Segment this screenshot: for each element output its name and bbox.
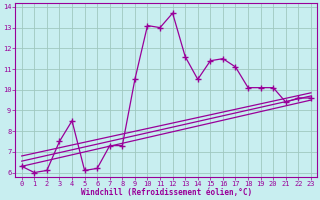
X-axis label: Windchill (Refroidissement éolien,°C): Windchill (Refroidissement éolien,°C): [81, 188, 252, 197]
